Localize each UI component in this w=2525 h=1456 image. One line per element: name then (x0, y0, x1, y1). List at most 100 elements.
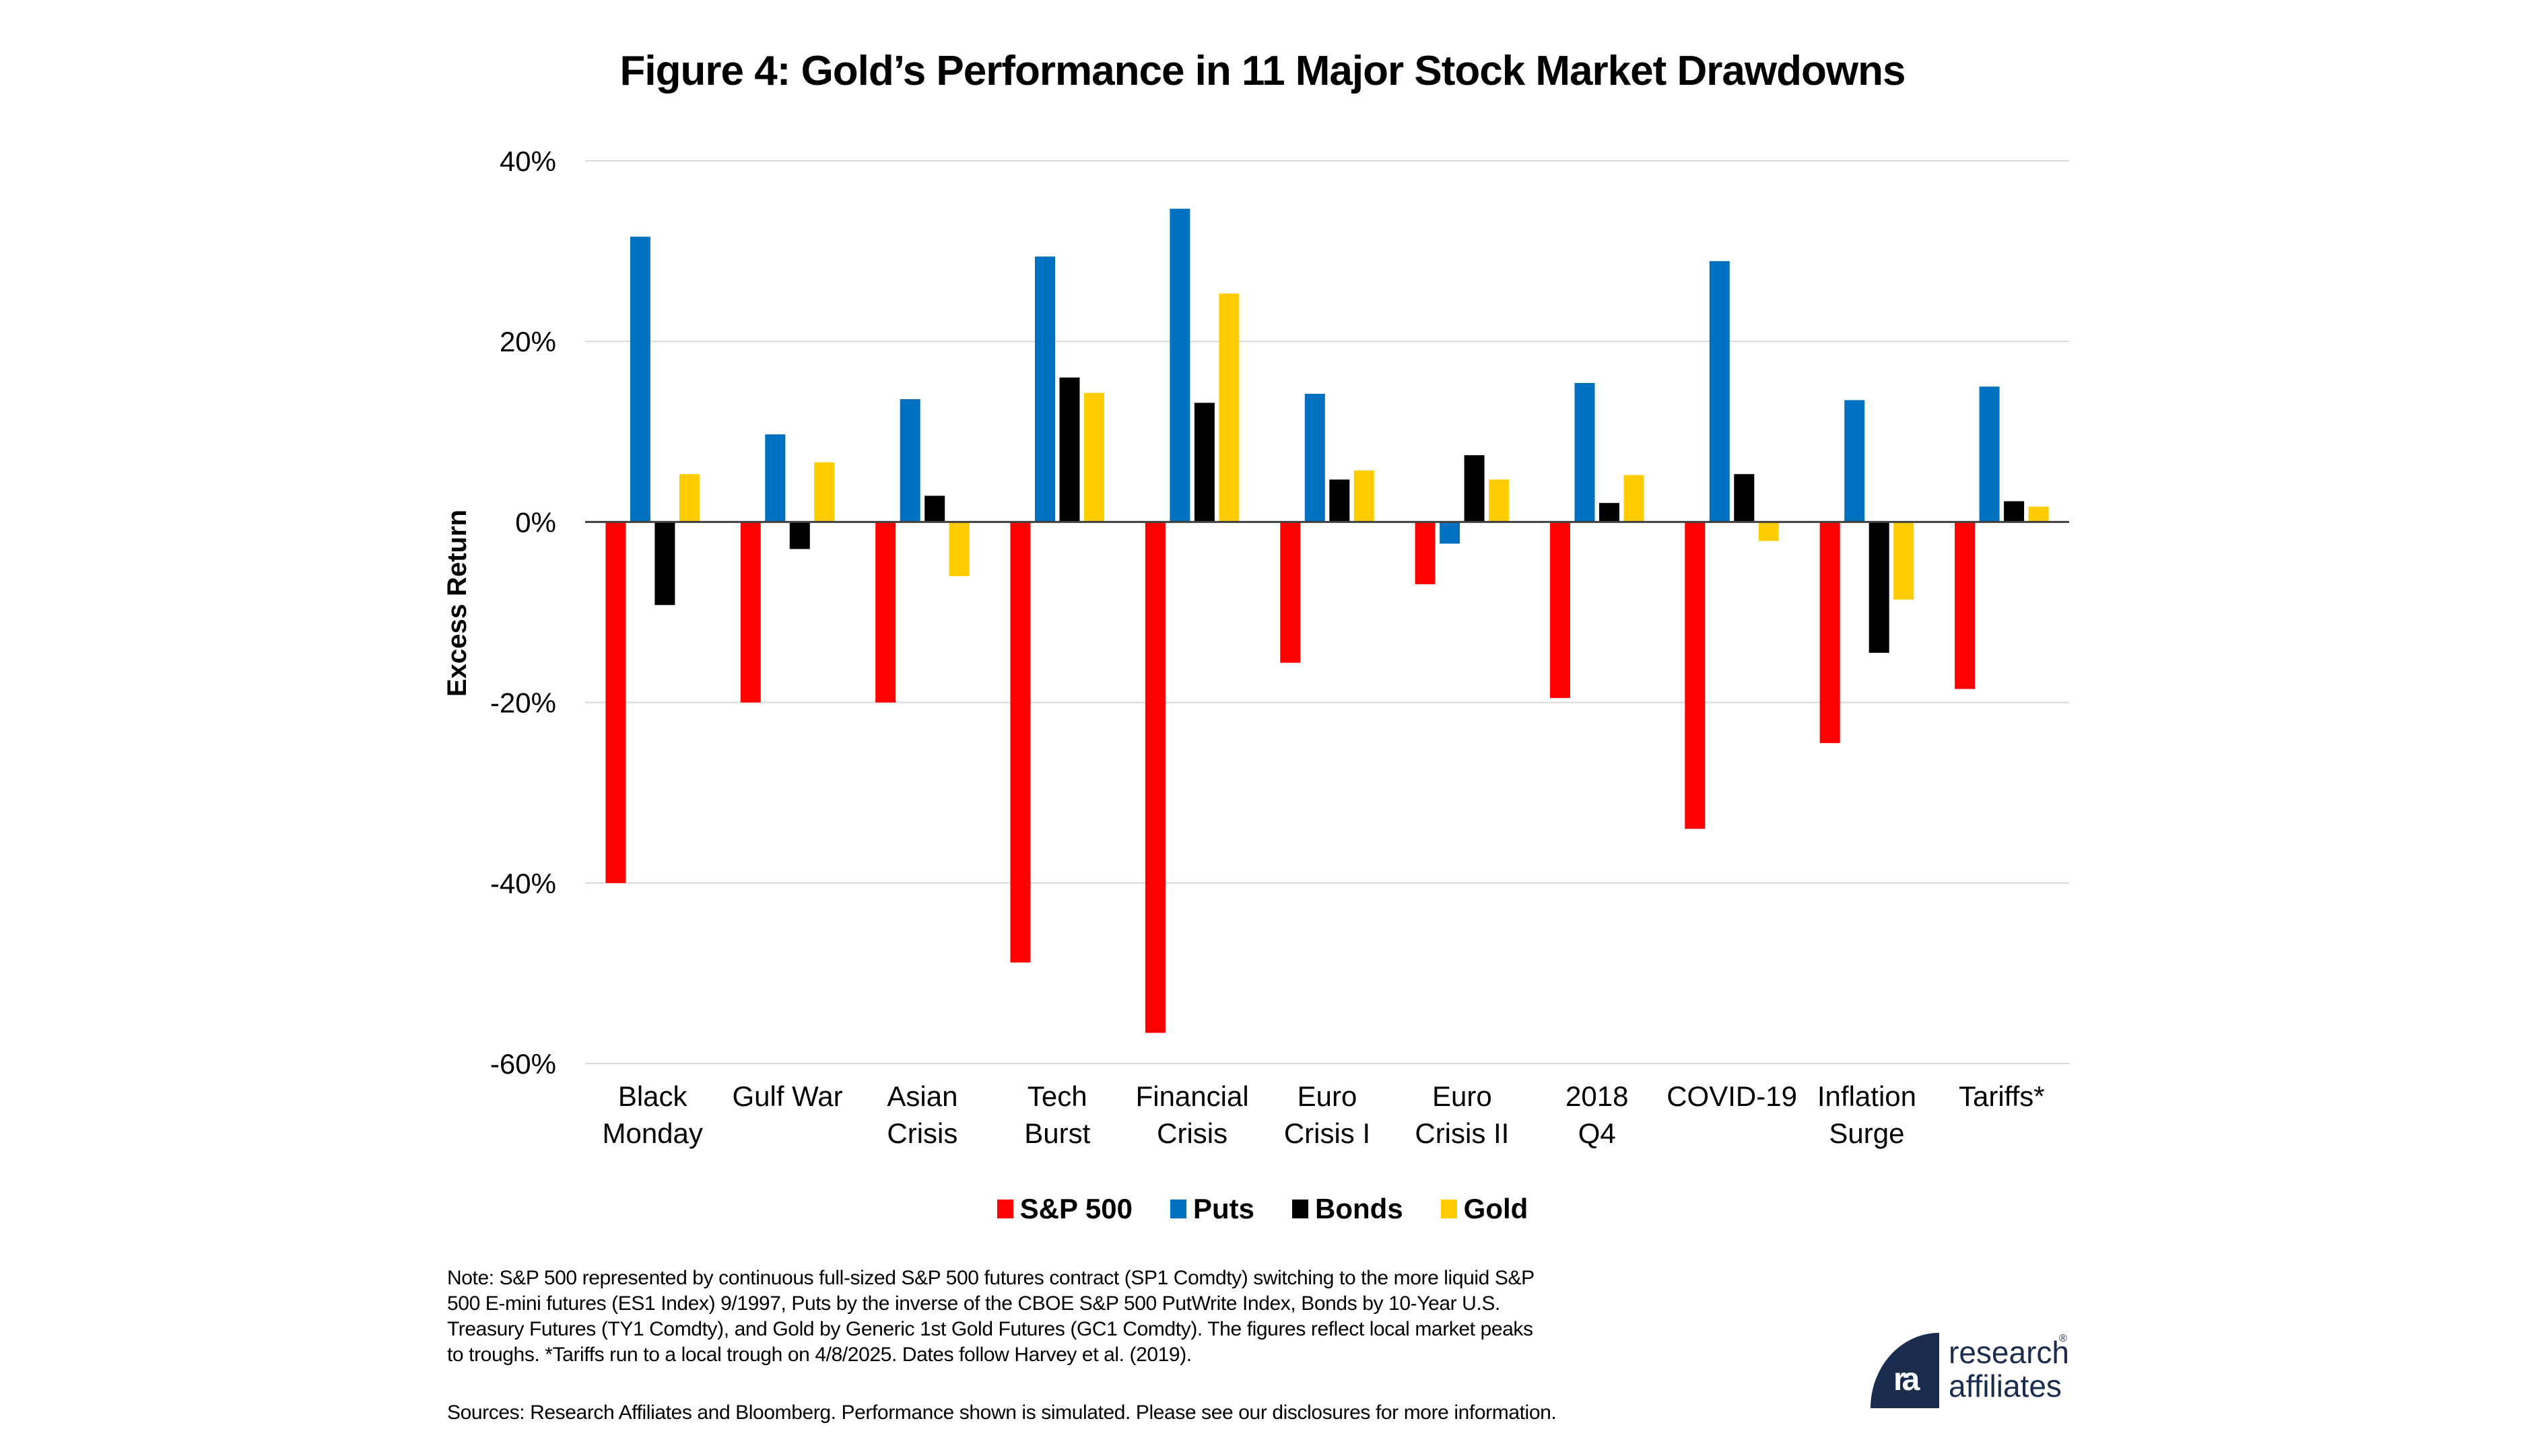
chart-title: Figure 4: Gold’s Performance in 11 Major… (619, 48, 1906, 94)
bar-s-p-500 (1819, 522, 1840, 743)
bar-bonds (1329, 479, 1350, 522)
bar-gold (1219, 293, 1240, 522)
legend: S&P 500 Puts Bonds Gold (0, 1193, 2525, 1225)
x-tick-label: Surge (1829, 1117, 1904, 1149)
footnote-line: to troughs. *Tariffs run to a local trou… (447, 1344, 1192, 1366)
legend-item: S&P 500 (997, 1193, 1133, 1225)
bar-gold (679, 474, 700, 522)
footnote-line: Note: S&P 500 represented by continuous … (447, 1267, 1535, 1289)
bar-puts (900, 399, 920, 522)
bar-gold (1893, 522, 1914, 600)
x-tick-label: COVID-19 (1666, 1080, 1797, 1112)
x-tick-label: Crisis (887, 1117, 957, 1149)
x-tick-label: Tariffs* (1959, 1080, 2045, 1112)
logo-line-1: research (1949, 1335, 2069, 1370)
bar-gold (2028, 506, 2049, 522)
x-tick-label: Euro (1432, 1080, 1492, 1112)
bar-s-p-500 (1685, 522, 1706, 829)
x-tick-label: Gulf War (732, 1080, 842, 1112)
bar-s-p-500 (740, 522, 761, 703)
legend-label: Bonds (1315, 1193, 1403, 1224)
bar-puts (1709, 261, 1730, 522)
legend-label: Gold (1463, 1193, 1528, 1224)
research-affiliates-logo: ra research affiliates ® (1871, 1333, 2073, 1408)
bar-puts (1979, 386, 2000, 522)
bar-s-p-500 (875, 522, 896, 703)
x-tick-label: Q4 (1578, 1117, 1616, 1149)
gridlines (585, 160, 2069, 1064)
bar-bonds (654, 522, 675, 605)
y-tick-label: -20% (490, 687, 556, 719)
y-axis-label: Excess Return (442, 510, 472, 697)
bar-gold (1084, 392, 1104, 522)
bar-bonds (1868, 522, 1889, 653)
bar-gold (1758, 522, 1779, 541)
bar-gold (949, 522, 970, 576)
x-tick-label: Euro (1298, 1080, 1357, 1112)
legend-label: Puts (1193, 1193, 1255, 1224)
legend-swatch (1170, 1200, 1186, 1218)
bar-bonds (789, 522, 810, 549)
x-tick-label: Crisis II (1415, 1117, 1509, 1149)
bar-s-p-500 (1010, 522, 1031, 963)
legend-swatch (997, 1200, 1013, 1218)
bar-s-p-500 (1955, 522, 1976, 689)
bar-puts (630, 236, 650, 522)
x-tick-label: Black (618, 1080, 688, 1112)
legend-item: Puts (1170, 1193, 1254, 1225)
legend-item: Bonds (1292, 1193, 1403, 1225)
legend-item: Gold (1440, 1193, 1528, 1225)
bar-gold (1489, 479, 1510, 522)
y-axis-ticks: 40% 20% 0% -20% -40% -60% (490, 145, 556, 1080)
legend-label: S&P 500 (1019, 1193, 1133, 1224)
bar-puts (1440, 522, 1460, 544)
bar-bonds (924, 495, 945, 522)
y-tick-label: 40% (500, 145, 556, 177)
bars (605, 209, 2049, 1033)
registered-mark: ® (2059, 1333, 2067, 1344)
bar-bonds (1734, 474, 1755, 522)
x-tick-label: Inflation (1817, 1080, 1916, 1112)
x-tick-label: Crisis I (1284, 1117, 1370, 1149)
bar-gold (1353, 471, 1374, 522)
logo-glyph: ra (1893, 1362, 1920, 1397)
y-tick-label: 20% (500, 326, 556, 357)
bar-s-p-500 (1550, 522, 1570, 698)
x-axis-labels: Black Monday Gulf War Asian Crisis Tech Burst F… (602, 1080, 2044, 1149)
footnote-line: 500 E-mini futures (ES1 Index) 9/1997, P… (447, 1292, 1500, 1315)
bar-bonds (1464, 455, 1485, 522)
bar-s-p-500 (1145, 522, 1166, 1033)
bar-bonds (1194, 403, 1215, 522)
x-tick-label: Burst (1024, 1117, 1090, 1149)
bar-puts (1170, 209, 1190, 522)
bar-bonds (2004, 501, 2025, 522)
bar-puts (1035, 256, 1055, 522)
x-tick-label: 2018 (1566, 1080, 1628, 1112)
sources-text: Sources: Research Affiliates and Bloombe… (447, 1401, 1557, 1424)
bar-puts (1574, 382, 1595, 522)
legend-swatch (1440, 1200, 1457, 1218)
y-tick-label: -40% (490, 868, 556, 899)
logo-line-2: affiliates (1949, 1368, 2062, 1403)
x-tick-label: Tech (1028, 1080, 1087, 1112)
bar-bonds (1059, 377, 1080, 522)
footnote-line: Treasury Futures (TY1 Comdty), and Gold … (447, 1318, 1533, 1340)
x-tick-label: Monday (602, 1117, 702, 1149)
x-tick-label: Crisis (1157, 1117, 1227, 1149)
bar-s-p-500 (605, 522, 626, 883)
bar-s-p-500 (1415, 522, 1436, 584)
bar-puts (1844, 400, 1865, 522)
legend-swatch (1292, 1200, 1309, 1218)
footnote: Note: S&P 500 represented by continuous … (447, 1266, 1726, 1368)
bar-gold (1623, 475, 1644, 522)
bar-puts (1304, 394, 1325, 522)
x-tick-label: Financial (1136, 1080, 1249, 1112)
bar-gold (814, 462, 835, 522)
logo-wordmark: research affiliates (1949, 1336, 2069, 1403)
x-tick-label: Asian (887, 1080, 957, 1112)
bar-bonds (1599, 503, 1619, 522)
bar-s-p-500 (1280, 522, 1301, 663)
y-tick-label: 0% (515, 506, 556, 538)
y-tick-label: -60% (490, 1048, 556, 1080)
